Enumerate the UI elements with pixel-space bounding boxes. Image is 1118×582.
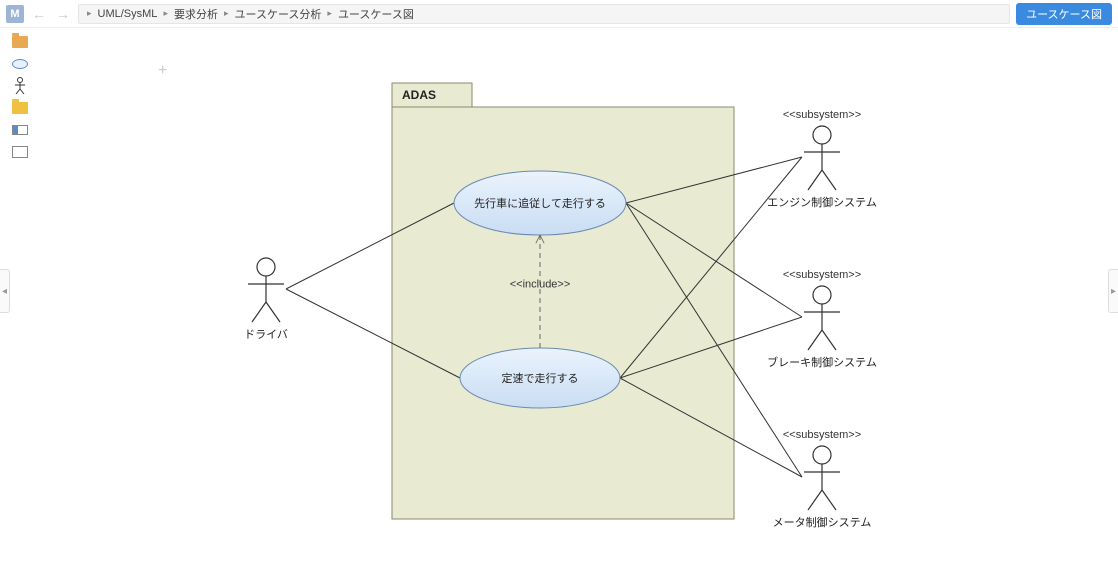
actor-engine[interactable]: <<subsystem>> エンジン制御システム <box>767 109 877 209</box>
svg-text:メータ制御システム: メータ制御システム <box>773 515 872 529</box>
actor-meter[interactable]: <<subsystem>> メータ制御システム <box>773 429 872 529</box>
chevron-right-icon: ▸ <box>224 8 229 19</box>
nav-back-icon[interactable]: ← <box>30 5 48 23</box>
diagram-type-button[interactable]: ユースケース図 <box>1016 3 1112 25</box>
right-panel-toggle[interactable]: ▸ <box>1108 269 1118 313</box>
left-panel-toggle[interactable]: ◂ <box>0 269 10 313</box>
palette-barbox-icon[interactable] <box>10 122 30 138</box>
chevron-right-icon: ▸ <box>163 8 168 19</box>
include-label: <<include>> <box>510 279 571 291</box>
app-icon[interactable]: M <box>6 5 24 23</box>
topbar: M ← → ▸ UML/SysML ▸ 要求分析 ▸ ユースケース分析 ▸ ユー… <box>0 0 1118 28</box>
actor-driver[interactable]: ドライバ <box>244 258 288 341</box>
palette-folder2-icon[interactable] <box>10 100 30 116</box>
breadcrumb-item[interactable]: 要求分析 <box>174 6 218 22</box>
breadcrumb[interactable]: ▸ UML/SysML ▸ 要求分析 ▸ ユースケース分析 ▸ ユースケース図 <box>78 4 1010 24</box>
svg-text:<<subsystem>>: <<subsystem>> <box>783 269 861 281</box>
actor-brake[interactable]: <<subsystem>> ブレーキ制御システム <box>767 269 877 369</box>
breadcrumb-item[interactable]: UML/SysML <box>98 8 158 20</box>
svg-text:ドライバ: ドライバ <box>244 328 288 341</box>
usecase-label: 先行車に追従して走行する <box>474 196 606 210</box>
palette-actor-icon[interactable] <box>10 78 30 94</box>
svg-text:<<subsystem>>: <<subsystem>> <box>783 429 861 441</box>
palette-usecase-icon[interactable] <box>10 56 30 72</box>
usecase-label: 定速で走行する <box>502 371 579 385</box>
palette-rect-icon[interactable] <box>10 144 30 160</box>
breadcrumb-item[interactable]: ユースケース図 <box>338 6 414 22</box>
diagram-svg: ADAS 先行車に追従して走行する定速で走行する ドライバ <<subsystem>>… <box>40 28 1118 582</box>
chevron-right-icon: ▸ <box>87 8 92 19</box>
svg-text:<<subsystem>>: <<subsystem>> <box>783 109 861 121</box>
workspace: + ADAS先行車に追従して走行する定速で走行するドライバ<<subsystem… <box>0 28 1118 582</box>
breadcrumb-item[interactable]: ユースケース分析 <box>235 6 322 22</box>
package-label: ADAS <box>402 88 436 102</box>
diagram-canvas[interactable]: + ADAS先行車に追従して走行する定速で走行するドライバ<<subsystem… <box>40 28 1118 582</box>
svg-text:ブレーキ制御システム: ブレーキ制御システム <box>767 355 877 369</box>
palette-package-icon[interactable] <box>10 34 30 50</box>
chevron-right-icon: ▸ <box>327 8 332 19</box>
svg-text:エンジン制御システム: エンジン制御システム <box>767 195 877 209</box>
nav-forward-icon[interactable]: → <box>54 5 72 23</box>
